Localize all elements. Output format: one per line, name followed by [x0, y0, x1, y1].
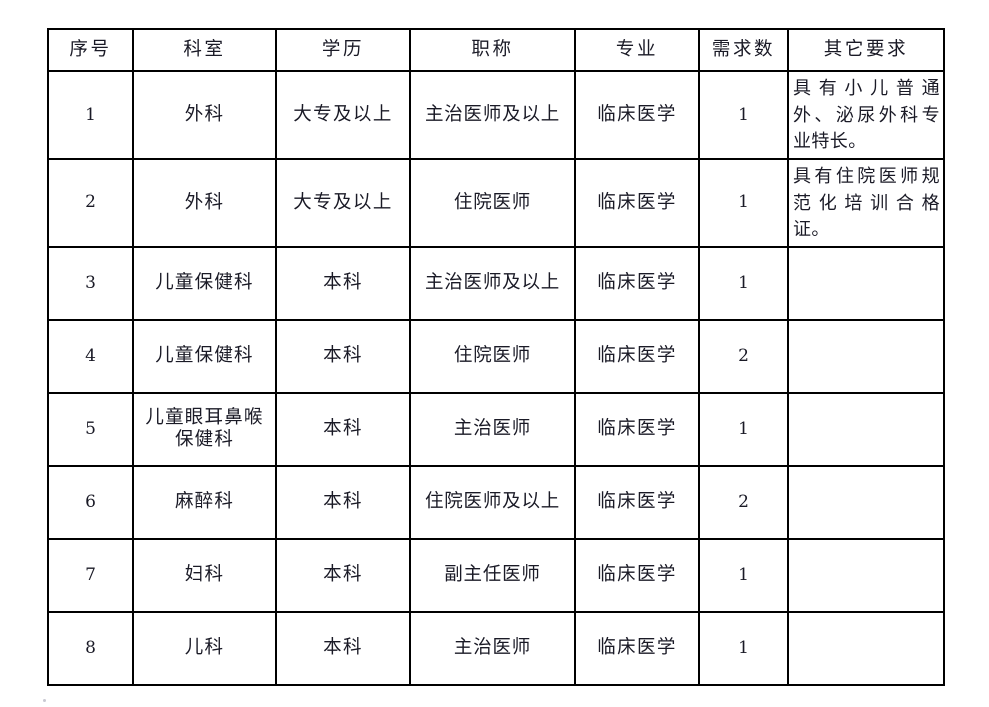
cell-index: 2 [47, 157, 134, 248]
cell-department: 儿科 [132, 610, 277, 686]
cell-index: 3 [47, 245, 134, 321]
cell-education: 本科 [275, 391, 411, 467]
column-header-quantity: 需求数 [698, 28, 789, 72]
cell-education: 大专及以上 [275, 157, 411, 248]
cell-department: 儿童保健科 [132, 318, 277, 394]
recruitment-requirements-table: 序号 科室 学历 职称 专业 需求数 其它要求 1 外科 大专及以上 主治医师及… [47, 28, 945, 686]
cell-department: 儿童眼耳鼻喉保健科 [132, 391, 277, 467]
table-row: 6 麻醉科 本科 住院医师及以上 临床医学 2 [47, 464, 945, 540]
cell-other-requirements: 具有小儿普通外、泌尿外科专业特长。 [787, 70, 945, 160]
cell-department: 麻醉科 [132, 464, 277, 540]
cell-quantity: 1 [698, 610, 789, 686]
cell-index: 1 [47, 70, 134, 160]
cell-department: 外科 [132, 157, 277, 248]
cell-quantity: 1 [698, 157, 789, 248]
cell-quantity: 1 [698, 70, 789, 160]
table-header: 序号 科室 学历 职称 专业 需求数 其它要求 [47, 28, 945, 72]
cell-quantity: 2 [698, 464, 789, 540]
scan-artifact-speck [43, 699, 46, 702]
cell-other-requirements [787, 537, 945, 613]
column-header-job-title: 职称 [409, 28, 576, 72]
cell-education: 本科 [275, 318, 411, 394]
cell-other-requirements [787, 391, 945, 467]
cell-job-title: 主治医师 [409, 391, 576, 467]
cell-index: 4 [47, 318, 134, 394]
cell-education: 本科 [275, 610, 411, 686]
table-row: 4 儿童保健科 本科 住院医师 临床医学 2 [47, 318, 945, 394]
table-body: 1 外科 大专及以上 主治医师及以上 临床医学 1 具有小儿普通外、泌尿外科专业… [47, 70, 945, 686]
cell-education: 大专及以上 [275, 70, 411, 160]
cell-major: 临床医学 [574, 157, 700, 248]
cell-job-title: 住院医师 [409, 318, 576, 394]
table-header-row: 序号 科室 学历 职称 专业 需求数 其它要求 [47, 28, 945, 72]
cell-job-title: 主治医师及以上 [409, 70, 576, 160]
column-header-department: 科室 [132, 28, 277, 72]
cell-major: 临床医学 [574, 318, 700, 394]
column-header-major: 专业 [574, 28, 700, 72]
column-header-education: 学历 [275, 28, 411, 72]
table-row: 7 妇科 本科 副主任医师 临床医学 1 [47, 537, 945, 613]
cell-major: 临床医学 [574, 391, 700, 467]
cell-education: 本科 [275, 245, 411, 321]
cell-education: 本科 [275, 464, 411, 540]
cell-index: 6 [47, 464, 134, 540]
cell-education: 本科 [275, 537, 411, 613]
cell-other-requirements [787, 610, 945, 686]
cell-quantity: 1 [698, 245, 789, 321]
cell-index: 8 [47, 610, 134, 686]
column-header-other: 其它要求 [787, 28, 945, 72]
cell-other-requirements [787, 245, 945, 321]
cell-quantity: 1 [698, 537, 789, 613]
cell-major: 临床医学 [574, 70, 700, 160]
cell-other-requirements [787, 318, 945, 394]
table-row: 8 儿科 本科 主治医师 临床医学 1 [47, 610, 945, 686]
cell-index: 5 [47, 391, 134, 467]
cell-quantity: 2 [698, 318, 789, 394]
table-row: 2 外科 大专及以上 住院医师 临床医学 1 具有住院医师规范化培训合格证。 [47, 157, 945, 248]
column-header-index: 序号 [47, 28, 134, 72]
cell-quantity: 1 [698, 391, 789, 467]
cell-other-requirements [787, 464, 945, 540]
cell-job-title: 主治医师及以上 [409, 245, 576, 321]
cell-job-title: 副主任医师 [409, 537, 576, 613]
cell-department: 外科 [132, 70, 277, 160]
table-row: 1 外科 大专及以上 主治医师及以上 临床医学 1 具有小儿普通外、泌尿外科专业… [47, 70, 945, 160]
cell-department: 妇科 [132, 537, 277, 613]
cell-major: 临床医学 [574, 537, 700, 613]
cell-major: 临床医学 [574, 245, 700, 321]
cell-job-title: 住院医师 [409, 157, 576, 248]
cell-major: 临床医学 [574, 464, 700, 540]
cell-job-title: 住院医师及以上 [409, 464, 576, 540]
cell-job-title: 主治医师 [409, 610, 576, 686]
cell-other-requirements: 具有住院医师规范化培训合格证。 [787, 157, 945, 248]
table-row: 5 儿童眼耳鼻喉保健科 本科 主治医师 临床医学 1 [47, 391, 945, 467]
table-row: 3 儿童保健科 本科 主治医师及以上 临床医学 1 [47, 245, 945, 321]
cell-major: 临床医学 [574, 610, 700, 686]
cell-department: 儿童保健科 [132, 245, 277, 321]
cell-index: 7 [47, 537, 134, 613]
